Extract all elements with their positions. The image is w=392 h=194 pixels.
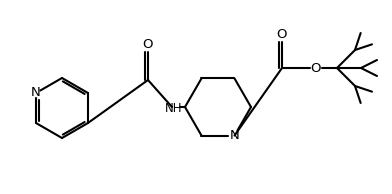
Text: O: O: [277, 28, 287, 41]
Text: NH: NH: [165, 101, 183, 114]
Text: O: O: [311, 61, 321, 74]
Text: O: O: [143, 37, 153, 50]
Text: N: N: [230, 129, 240, 142]
Text: N: N: [31, 87, 41, 100]
